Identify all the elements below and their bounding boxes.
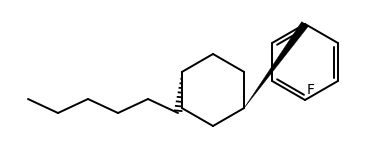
Polygon shape bbox=[244, 22, 308, 108]
Text: F: F bbox=[307, 83, 315, 97]
